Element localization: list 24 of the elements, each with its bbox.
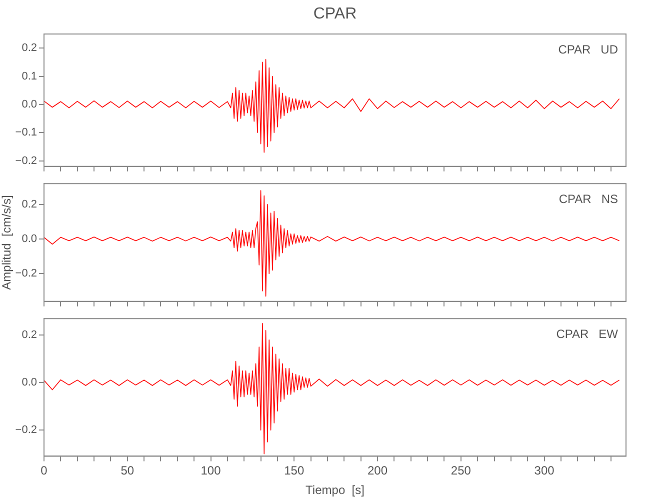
- x-tick-label: 50: [120, 464, 134, 478]
- chart-title: CPAR: [313, 5, 357, 22]
- x-tick-label: 200: [368, 464, 388, 478]
- y-axis-title: Amplitud [cm/s/s]: [0, 195, 14, 290]
- y-tick-label: −0.2: [15, 154, 37, 167]
- y-tick-label: 0.2: [22, 42, 37, 54]
- y-tick-label: 0.0: [22, 233, 37, 246]
- y-tick-label: −0.2: [15, 268, 37, 280]
- x-tick-label: 300: [534, 464, 555, 478]
- annotation: CPAR EW: [556, 326, 619, 341]
- y-tick-label: 0.0: [22, 98, 37, 110]
- x-tick-label: 150: [284, 464, 304, 478]
- annotation: CPAR NS: [558, 192, 618, 206]
- y-tick-label: 0.2: [22, 198, 37, 210]
- x-tick-label: 0: [40, 464, 48, 478]
- y-tick-label: 0.0: [22, 376, 37, 389]
- x-tick-label: 100: [200, 464, 222, 478]
- x-axis-title: Tiempo [s]: [306, 483, 364, 498]
- annotation: CPAR UD: [558, 42, 618, 56]
- y-tick-label: 0.2: [22, 329, 37, 342]
- y-tick-label: −0.2: [15, 424, 37, 436]
- x-tick-label: 250: [450, 464, 472, 478]
- y-tick-label: −0.1: [15, 126, 37, 139]
- y-tick-label: 0.1: [22, 70, 37, 82]
